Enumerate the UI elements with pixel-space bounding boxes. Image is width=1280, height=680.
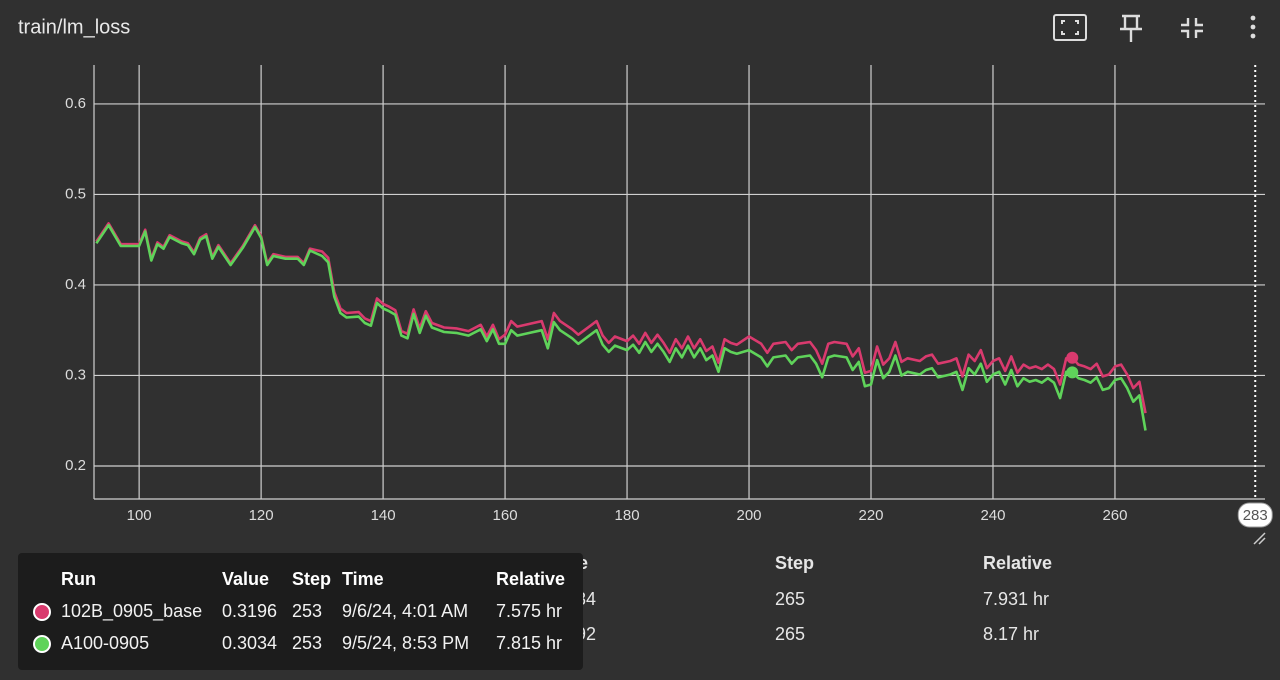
tooltip-value: 0.3034	[222, 633, 277, 653]
tooltip-swatch	[33, 635, 51, 653]
x-tick-label: 240	[980, 507, 1005, 524]
tooltip-header: Run	[61, 569, 96, 589]
x-tick-label: 200	[737, 507, 762, 524]
tooltip-run: A100-0905	[61, 633, 149, 653]
x-tick-label: 160	[493, 507, 518, 524]
x-tick-label: 120	[249, 507, 274, 524]
tooltip-header: Value	[222, 569, 269, 589]
max-step-label-box	[1237, 502, 1273, 528]
run-relative: 8.17 hr	[983, 624, 1039, 644]
tooltip-background	[18, 553, 583, 670]
series-line	[95, 223, 1147, 431]
tooltip-time: 9/5/24, 8:53 PM	[342, 633, 469, 653]
run-relative: 7.931 hr	[983, 589, 1049, 609]
resize-handle	[1253, 532, 1266, 545]
y-tick-label: 0.4	[65, 276, 86, 293]
tooltip-run: 102B_0905_base	[61, 601, 202, 622]
y-tick-label: 0.6	[65, 95, 86, 112]
table-header: Relative	[983, 553, 1052, 573]
tooltip: Run Value Step Time Relative 102B_0905_base 0.…	[18, 553, 583, 670]
x-tick-label: 100	[127, 507, 152, 524]
pin-button[interactable]	[1120, 14, 1142, 42]
table-header: Step	[775, 553, 814, 573]
x-tick-label: 260	[1102, 507, 1127, 524]
collapse-button[interactable]	[1181, 18, 1203, 38]
tooltip-relative: 7.575 hr	[496, 601, 562, 621]
tooltip-step: 253	[292, 633, 322, 653]
x-tick-label: 220	[858, 507, 883, 524]
max-step-label: 283	[1243, 507, 1268, 524]
hover-point	[1066, 351, 1079, 364]
y-tick-label: 0.5	[65, 185, 86, 202]
tooltip-header: Time	[342, 569, 384, 589]
tooltip-time: 9/6/24, 4:01 AM	[342, 601, 468, 621]
y-tick-label: 0.3	[65, 366, 86, 383]
more-menu-button[interactable]	[1250, 15, 1256, 39]
tooltip-relative: 7.815 hr	[496, 633, 562, 653]
x-tick-label: 180	[615, 507, 640, 524]
y-tick-label: 0.2	[65, 457, 86, 474]
hover-point	[1066, 366, 1079, 379]
fit-domain-button[interactable]	[1053, 14, 1087, 41]
card-title: train/lm_loss	[18, 16, 130, 38]
tooltip-header: Step	[292, 569, 331, 589]
run-step: 265	[775, 589, 805, 609]
tooltip-value: 0.3196	[222, 601, 277, 621]
run-step: 265	[775, 624, 805, 644]
tooltip-swatch	[33, 603, 51, 621]
x-tick-label: 140	[371, 507, 396, 524]
plot-area: 0.2 0.3 0.4 0.5 0.6 100 120 140 160 180 200 220 240 2…	[65, 65, 1273, 528]
tooltip-step: 253	[292, 601, 322, 621]
tooltip-header: Relative	[496, 569, 565, 589]
